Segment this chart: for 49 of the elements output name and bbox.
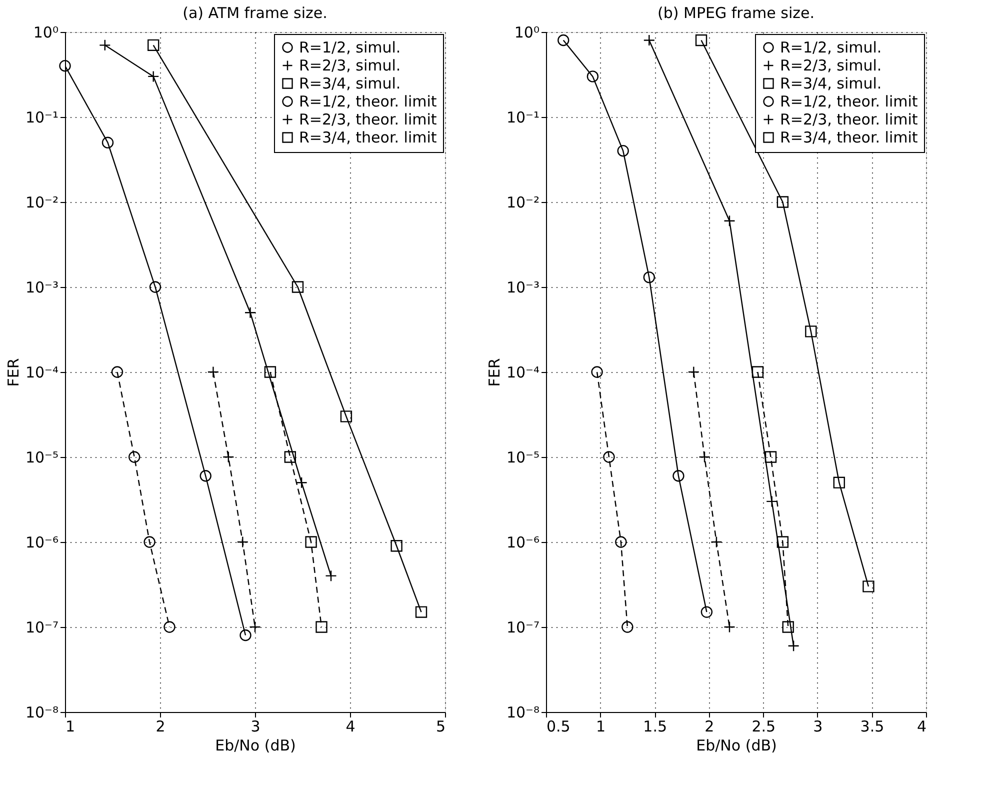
x-tick-label: 2.5 — [752, 718, 776, 736]
y-tick-label: 10⁻² — [25, 194, 58, 212]
y-tick-label: 10⁻³ — [506, 278, 540, 296]
x-tick-label: 3 — [813, 718, 823, 736]
y-tick-label: 10⁻⁵ — [25, 448, 58, 466]
y-tick-label: 10⁻³ — [25, 278, 58, 296]
y-tick-label: 10⁻¹ — [25, 108, 58, 126]
legend-label: R=3/4, theor. limit — [780, 128, 918, 146]
y-axis-title: FER — [4, 358, 22, 387]
legend-label: R=1/2, simul. — [299, 38, 401, 56]
x-tick-label: 1 — [66, 718, 76, 736]
x-tick-label: 5 — [436, 718, 446, 736]
x-axis-title: Eb/No (dB) — [696, 736, 777, 754]
legend-label: R=3/4, theor. limit — [299, 128, 437, 146]
legend-label: R=1/2, theor. limit — [299, 92, 437, 110]
legend-label: R=2/3, theor. limit — [299, 110, 437, 128]
x-tick-label: 3 — [250, 718, 260, 736]
y-tick-label: 10⁻⁷ — [506, 618, 540, 636]
legend-label: R=1/2, simul. — [780, 38, 882, 56]
x-tick-label: 4 — [346, 718, 356, 736]
x-tick-label: 1.5 — [643, 718, 667, 736]
x-tick-label: 2 — [156, 718, 166, 736]
legend-label: R=3/4, simul. — [780, 74, 882, 92]
y-tick-label: 10⁻⁸ — [25, 704, 58, 722]
x-tick-label: 4 — [916, 718, 926, 736]
y-tick-label: 10⁻⁶ — [25, 534, 58, 552]
y-tick-label: 10⁻² — [506, 194, 540, 212]
x-tick-label: 2 — [704, 718, 714, 736]
x-tick-label: 1 — [596, 718, 606, 736]
y-axis-title: FER — [485, 358, 504, 387]
x-axis-title: Eb/No (dB) — [215, 736, 296, 754]
legend-label: R=2/3, theor. limit — [780, 110, 918, 128]
x-tick-label: 3.5 — [860, 718, 884, 736]
y-tick-label: 10⁻⁴ — [25, 364, 58, 382]
y-tick-label: 10⁰ — [514, 24, 540, 42]
chart-title: (a) ATM frame size. — [182, 4, 328, 22]
y-tick-label: 10⁰ — [33, 24, 58, 42]
legend-label: R=1/2, theor. limit — [780, 92, 918, 110]
y-tick-label: 10⁻⁴ — [506, 364, 540, 382]
y-tick-label: 10⁻⁶ — [506, 534, 540, 552]
y-tick-label: 10⁻⁸ — [506, 704, 540, 722]
x-tick-label: 0.5 — [546, 718, 570, 736]
legend-label: R=3/4, simul. — [299, 74, 401, 92]
chart-title: (b) MPEG frame size. — [658, 4, 814, 22]
y-tick-label: 10⁻⁷ — [25, 618, 58, 636]
y-tick-label: 10⁻⁵ — [506, 448, 540, 466]
legend-label: R=2/3, simul. — [780, 56, 882, 74]
y-tick-label: 10⁻¹ — [506, 108, 540, 126]
legend-label: R=2/3, simul. — [299, 56, 401, 74]
